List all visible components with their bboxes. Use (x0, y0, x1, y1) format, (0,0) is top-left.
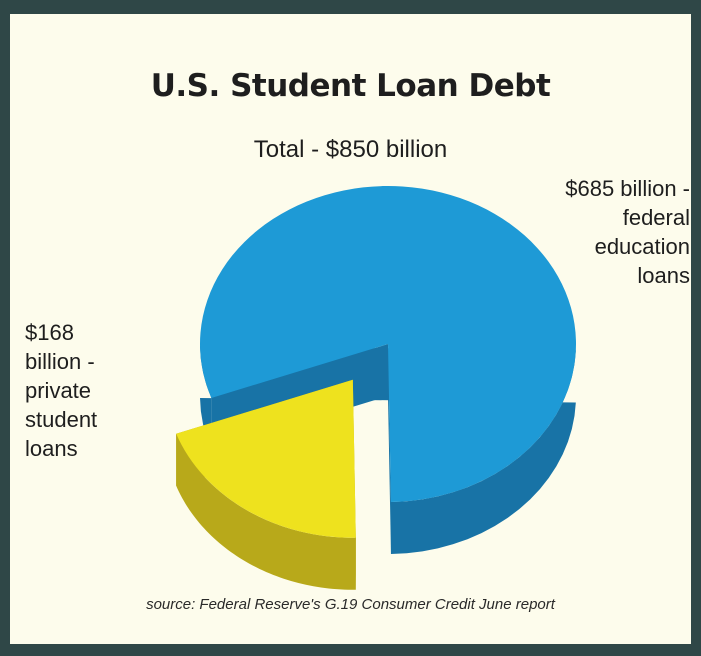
private-label-line: billion - (25, 349, 95, 374)
pie-slice-federal (199, 186, 576, 502)
private-label-line: private (25, 378, 92, 403)
private-slice-label: $168 billion - private student loans (25, 318, 165, 463)
federal-label-line: education (594, 234, 690, 259)
source-note: source: Federal Reserve's G.19 Consumer … (146, 596, 555, 613)
chart-subtitle: Total - $850 billion (253, 136, 448, 163)
pie-slice-cut-face (388, 344, 391, 554)
pie-slice-side (176, 433, 356, 590)
chart-title: U.S. Student Loan Debt (150, 68, 551, 104)
pie-chart (176, 186, 576, 590)
federal-label-line: loans (637, 263, 690, 288)
chart-frame: U.S. Student Loan Debt Total - $850 bill… (10, 14, 691, 644)
private-label-line: $168 (25, 320, 74, 345)
private-label-line: student (25, 407, 98, 432)
private-label-line: loans (25, 436, 78, 461)
federal-slice-label: $685 billion - federal education loans (510, 174, 690, 290)
federal-label-line: $685 billion - (565, 176, 690, 201)
pie-slice-private (176, 379, 356, 538)
federal-label-line: federal (622, 205, 690, 230)
